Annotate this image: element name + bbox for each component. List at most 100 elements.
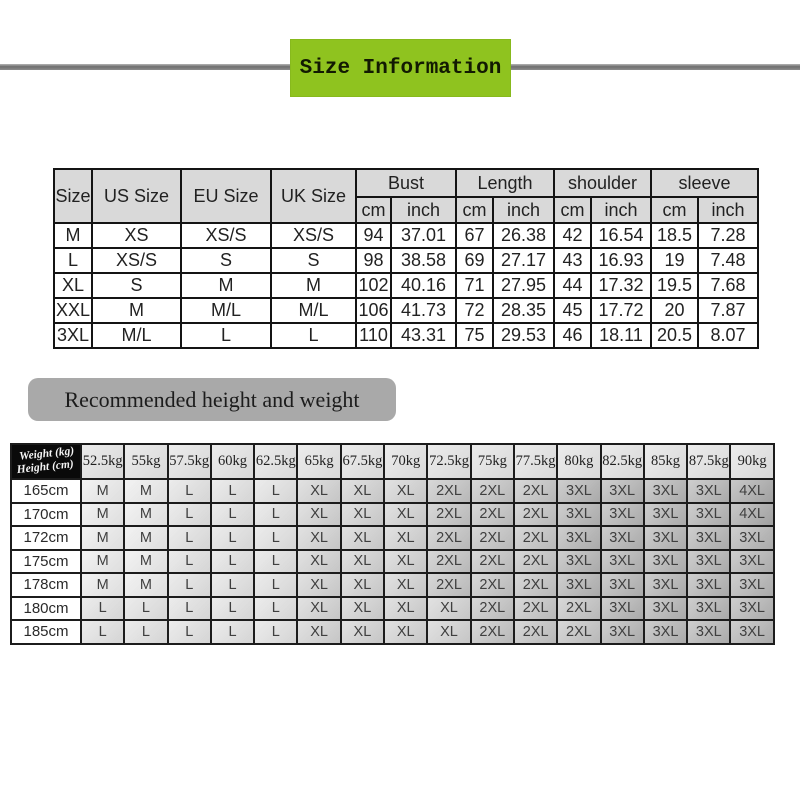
- fit-table-size-cell: M: [79, 478, 126, 504]
- size-table-cell: 42: [553, 222, 592, 249]
- fit-table: Weight (kg) Height (cm) 52.5kg 55kg 57.5kg…: [10, 443, 775, 645]
- fit-table-size-cell: 3XL: [599, 525, 645, 551]
- fit-table-size-cell: XL: [426, 619, 472, 645]
- fit-table-size-cell: 2XL: [512, 501, 559, 527]
- fit-table-size-cell: 2XL: [469, 548, 515, 574]
- fit-table-weight-header: 87.5kg: [686, 443, 732, 480]
- fit-table-size-cell: 2XL: [469, 595, 515, 621]
- fit-table-row: 172cm M M L L L XL XL XL 2XL 2XL 2XL 3XL 3XL 3XL 3XL 3XL: [10, 525, 775, 551]
- fit-table-size-cell: L: [209, 572, 256, 598]
- size-table-cell: 17.32: [589, 272, 653, 299]
- fit-table-size-cell: L: [209, 595, 256, 621]
- fit-table-size-cell: M: [79, 525, 126, 551]
- size-table-col-header: US Size: [91, 168, 182, 224]
- size-table-cell: 67: [455, 222, 494, 249]
- fit-table-size-cell: 2XL: [426, 525, 472, 551]
- fit-table-size-cell: L: [209, 619, 256, 645]
- fit-table-head: Weight (kg) Height (cm) 52.5kg 55kg 57.5kg…: [10, 443, 775, 480]
- size-table-cell: 45: [553, 297, 592, 324]
- fit-table-size-cell: 3XL: [686, 525, 732, 551]
- fit-table-size-cell: 2XL: [469, 619, 515, 645]
- size-table-row: XL S M M 102 40.16 71 27.95 44 17.32 19.5 7.68: [53, 272, 760, 299]
- size-table-cell: XL: [53, 272, 93, 299]
- fit-table-size-cell: 2XL: [556, 619, 602, 645]
- size-table: Size US Size EU Size UK Size Bust Length shoul…: [53, 168, 760, 349]
- size-table-cell: 7.68: [697, 272, 760, 299]
- fit-table-size-cell: 3XL: [556, 525, 602, 551]
- fit-table-size-cell: L: [123, 595, 169, 621]
- size-table-cell: 98: [355, 247, 392, 274]
- fit-table-row: 175cm M M L L L XL XL XL 2XL 2XL 2XL 3XL 3XL 3XL 3XL 3XL: [10, 548, 775, 574]
- size-table-cell: 46: [553, 322, 592, 349]
- size-table-cell: 37.01: [390, 222, 457, 249]
- size-table-cell: 41.73: [390, 297, 457, 324]
- fit-table-size-cell: XL: [339, 572, 386, 598]
- size-table-unit-header: inch: [492, 196, 555, 224]
- size-table-cell: M: [180, 272, 272, 299]
- size-table-cell: L: [53, 247, 93, 274]
- fit-table-size-cell: M: [79, 548, 126, 574]
- size-table-unit-header: cm: [355, 196, 392, 224]
- fit-table-size-cell: M: [123, 501, 169, 527]
- size-table-cell: 40.16: [390, 272, 457, 299]
- fit-table-size-cell: 3XL: [556, 572, 602, 598]
- fit-table-size-cell: M: [79, 501, 126, 527]
- fit-table-weight-header: 82.5kg: [599, 443, 645, 480]
- size-table-cell: M: [270, 272, 357, 299]
- fit-table-weight-header: 80kg: [556, 443, 602, 480]
- size-table-cell: XS: [91, 222, 182, 249]
- size-table-header-row-1: Size US Size EU Size UK Size Bust Length shoul…: [53, 168, 760, 224]
- fit-table-size-cell: L: [123, 619, 169, 645]
- fit-table-size-cell: 4XL: [729, 501, 775, 527]
- fit-table-size-cell: L: [166, 525, 212, 551]
- recommend-banner-label: Recommended height and weight: [64, 386, 360, 412]
- fit-table-size-cell: M: [123, 548, 169, 574]
- size-table-unit-header: cm: [553, 196, 592, 224]
- fit-table-size-cell: 2XL: [426, 501, 472, 527]
- size-table-cell: 38.58: [390, 247, 457, 274]
- fit-table-height-header: 170cm: [10, 501, 82, 527]
- fit-table-size-cell: L: [79, 595, 126, 621]
- size-table-cell: 16.54: [589, 222, 653, 249]
- size-table-cell: 72: [455, 297, 494, 324]
- fit-table-height-header: 165cm: [10, 478, 82, 504]
- fit-table-size-cell: XL: [339, 478, 386, 504]
- recommend-banner: Recommended height and weight: [28, 378, 396, 421]
- fit-table-size-cell: XL: [339, 548, 386, 574]
- fit-table-size-cell: L: [253, 525, 299, 551]
- fit-table-size-cell: XL: [383, 548, 429, 574]
- corner-inner: Weight (kg) Height (cm): [13, 446, 79, 477]
- size-table-cell: 20.5: [650, 322, 700, 349]
- fit-table-row: 178cm M M L L L XL XL XL 2XL 2XL 2XL 3XL 3XL 3XL 3XL 3XL: [10, 572, 775, 598]
- fit-table-size-cell: 2XL: [512, 572, 559, 598]
- size-table-cell: 102: [355, 272, 392, 299]
- size-information-banner: Size Information: [290, 39, 511, 97]
- fit-table-size-cell: XL: [296, 595, 342, 621]
- size-table-unit-header: inch: [390, 196, 457, 224]
- size-table-cell: 17.72: [589, 297, 653, 324]
- fit-table-size-cell: 2XL: [469, 572, 515, 598]
- size-table-cell: XXL: [53, 297, 93, 324]
- size-table-cell: 7.48: [697, 247, 760, 274]
- fit-table-size-cell: 3XL: [642, 548, 689, 574]
- fit-table-size-cell: XL: [339, 619, 386, 645]
- size-table-group-header: Bust: [355, 168, 457, 198]
- fit-table-size-cell: XL: [426, 595, 472, 621]
- fit-table-height-header: 178cm: [10, 572, 82, 598]
- size-table-cell: 43.31: [390, 322, 457, 349]
- fit-table-height-header: 180cm: [10, 595, 82, 621]
- fit-table-size-cell: 3XL: [642, 572, 689, 598]
- fit-table-size-cell: 2XL: [512, 548, 559, 574]
- fit-table-size-cell: 3XL: [599, 595, 645, 621]
- fit-table-row: 180cm L L L L L XL XL XL XL 2XL 2XL 2XL 3XL 3XL 3XL 3XL: [10, 595, 775, 621]
- fit-table-size-cell: 3XL: [599, 548, 645, 574]
- fit-table-size-cell: 3XL: [729, 548, 775, 574]
- fit-table-size-cell: 3XL: [686, 619, 732, 645]
- size-table-cell: S: [270, 247, 357, 274]
- size-table-row: XXL M M/L M/L 106 41.73 72 28.35 45 17.72 20 7.87: [53, 297, 760, 324]
- fit-table-size-cell: 3XL: [729, 595, 775, 621]
- fit-table-weight-header: 90kg: [729, 443, 775, 480]
- size-table-cell: 19.5: [650, 272, 700, 299]
- fit-table-size-cell: 3XL: [556, 501, 602, 527]
- size-table-cell: M/L: [180, 297, 272, 324]
